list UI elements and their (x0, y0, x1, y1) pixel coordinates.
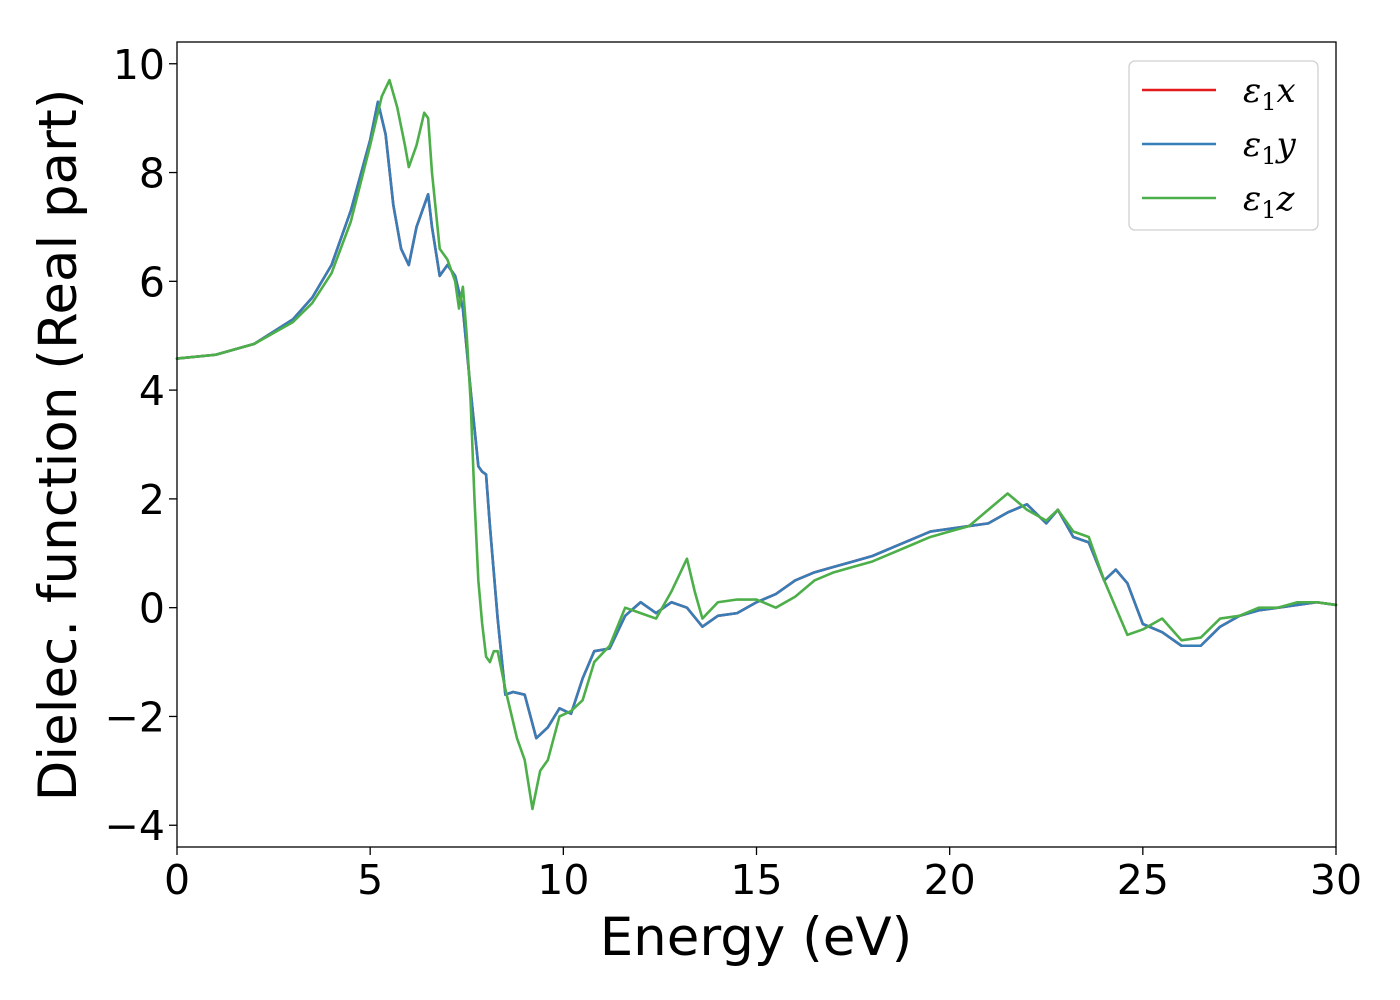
series-line-y (175, 100, 1338, 740)
x-axis-title: Energy (eV) (600, 907, 913, 968)
x-tick-label: 20 (924, 856, 976, 904)
y-tick-label: 4 (139, 367, 165, 415)
x-tick-label: 30 (1310, 856, 1362, 904)
y-tick-label: 0 (139, 585, 165, 633)
y-tick-label: 6 (139, 258, 165, 306)
series-layer (175, 78, 1338, 811)
y-tick-label: 8 (139, 150, 165, 198)
x-tick-label: 0 (164, 856, 190, 904)
y-tick-label: −2 (105, 693, 165, 741)
legend: ε1x ε1y ε1z (1128, 60, 1319, 231)
y-axis-ticks: −4 −2 0 2 4 6 8 10 (105, 41, 177, 850)
x-tick-label: 25 (1117, 856, 1169, 904)
legend-label-y: ε1y (1243, 125, 1297, 170)
series-line-z (175, 78, 1338, 811)
legend-label-z: ε1z (1243, 179, 1296, 224)
legend-label-x: ε1x (1243, 71, 1296, 116)
y-tick-label: 10 (113, 41, 165, 89)
y-tick-label: −4 (105, 802, 165, 850)
y-tick-label: 2 (139, 476, 165, 524)
x-tick-label: 15 (730, 856, 782, 904)
y-axis-title: Dielec. function (Real part) (28, 89, 89, 802)
x-axis-ticks: 0 5 10 15 20 25 30 (164, 847, 1362, 904)
legend-box (1128, 60, 1319, 231)
x-tick-label: 5 (357, 856, 383, 904)
x-tick-label: 10 (537, 856, 589, 904)
